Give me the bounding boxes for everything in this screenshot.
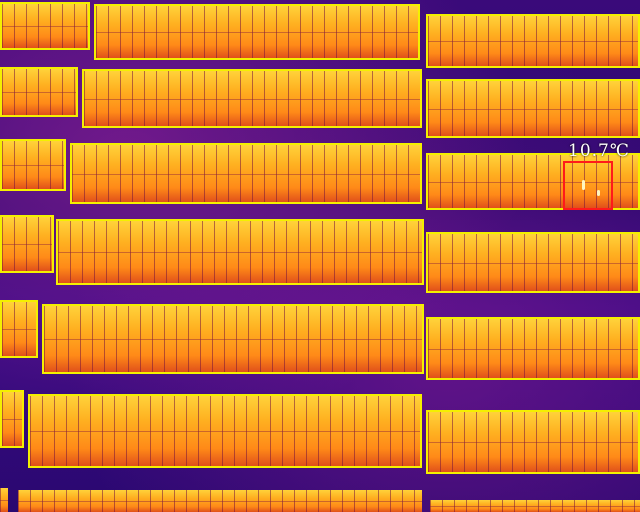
solar-panel: [96, 6, 418, 58]
solar-panel: [430, 500, 640, 512]
hotspot: [597, 190, 600, 196]
solar-panel: [428, 234, 638, 291]
detection-box: [426, 79, 640, 138]
detection-box: [0, 67, 78, 117]
solar-panel: [2, 302, 36, 356]
detection-box: [0, 2, 90, 50]
detection-box: [94, 4, 420, 60]
solar-panel: [428, 412, 638, 472]
detection-box: [0, 139, 66, 191]
detection-box: [426, 317, 640, 380]
detection-box: [0, 215, 54, 273]
solar-panel: [2, 141, 64, 189]
solar-panel: [2, 4, 88, 48]
detection-box: [28, 394, 422, 468]
solar-panel: [2, 69, 76, 115]
solar-panel: [428, 155, 638, 208]
solar-panel: [18, 490, 422, 512]
detection-box: [82, 69, 422, 128]
detection-box: [0, 300, 38, 358]
solar-panel: [72, 145, 420, 202]
detection-box: [426, 153, 640, 210]
solar-panel: [84, 71, 420, 126]
solar-panel: [428, 16, 638, 66]
detection-box: [56, 219, 424, 285]
solar-panel: [44, 306, 422, 372]
detection-box: [426, 232, 640, 293]
detection-box: [426, 410, 640, 474]
temperature-label: 10.7℃: [568, 141, 630, 161]
solar-panel: [428, 81, 638, 136]
detection-box: [42, 304, 424, 374]
hotspot: [582, 180, 585, 190]
solar-panel: [428, 319, 638, 378]
solar-panel: [2, 392, 22, 446]
solar-panel: [30, 396, 420, 466]
solar-panel: [0, 488, 8, 512]
detection-box: [0, 390, 24, 448]
solar-panel: [58, 221, 422, 283]
detection-box: [426, 14, 640, 68]
detection-box: [70, 143, 422, 204]
solar-panel: [2, 217, 52, 271]
hotspot-box: [563, 161, 613, 210]
